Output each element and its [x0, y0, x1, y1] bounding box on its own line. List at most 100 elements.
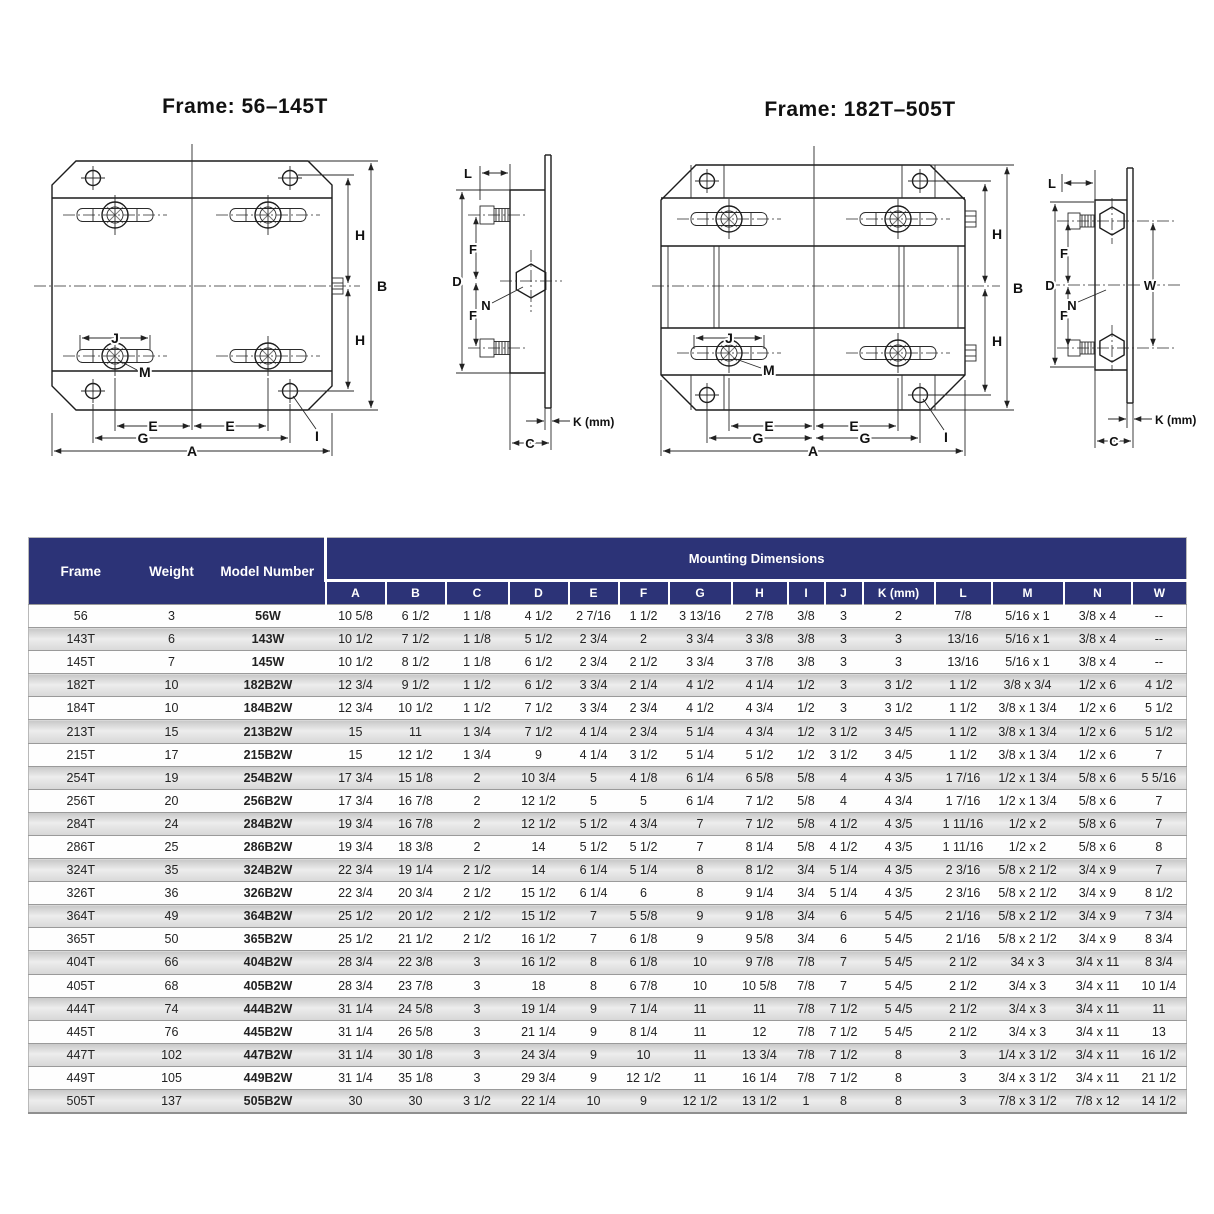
- dim-cell: 7: [1155, 863, 1163, 878]
- dim-cell: 2: [473, 816, 481, 831]
- dim-cell: 8 1/4: [629, 1024, 658, 1039]
- weight-cell: 68: [164, 978, 179, 993]
- dim-cell: 15 1/2: [521, 909, 556, 924]
- dim-cell: 3/8 x 4: [1078, 655, 1117, 670]
- dim-cell: 7/8: [797, 1001, 815, 1016]
- table-row: 445T 76 445B2W 31 1/4 26 5/8 3 21 1/4 9 8 1/4 11 1…: [28, 1020, 1187, 1044]
- dim-cell: 1/2 x 6: [1078, 747, 1117, 762]
- dim-cell: 5/8 x 2 1/2: [998, 886, 1057, 901]
- dim-label-n: N: [481, 298, 490, 313]
- dim-cell: 5 1/2: [1144, 701, 1173, 716]
- dim-cell: 1 1/2: [463, 701, 491, 716]
- dim-cell: 1 1/2: [463, 678, 491, 693]
- dim-cell: 3/4: [797, 909, 815, 924]
- dim-cell: 12 1/2: [626, 1070, 661, 1085]
- dim-cell: 1/2: [797, 701, 815, 716]
- mounting-bolt: [1056, 339, 1176, 357]
- dim-cell: 3 4/5: [884, 724, 913, 739]
- dim-cell: 1/2 x 6: [1078, 724, 1117, 739]
- dim-cell: 7/8: [797, 1070, 815, 1085]
- dim-label-b: B: [1013, 280, 1023, 296]
- dim-cell: 4 1/4: [579, 724, 608, 739]
- frame-cell: 444T: [66, 1001, 96, 1016]
- dim-cell: 22 3/8: [398, 955, 433, 970]
- dim-cell: 10: [636, 1047, 651, 1062]
- dim-cell: 3/4: [797, 932, 815, 947]
- dim-cell: 6 1/2: [524, 655, 553, 670]
- col-header-model: Model Number: [210, 537, 326, 605]
- weight-cell: 24: [164, 816, 179, 831]
- dim-cell: 5 5/8: [629, 909, 658, 924]
- dim-cell: 22 1/4: [521, 1094, 556, 1109]
- dim-cell: --: [1154, 632, 1164, 647]
- dim-cell: 10 5/8: [742, 978, 777, 993]
- dim-label-n: N: [1067, 298, 1076, 313]
- dim-header: I: [786, 580, 825, 605]
- table-row: 404T 66 404B2W 28 3/4 22 3/8 3 16 1/2 8 6 1/8 10 9…: [28, 950, 1187, 974]
- dim-cell: 1 1/2: [949, 747, 977, 762]
- plan-view-56-145t: H B H J M E E G A I: [34, 144, 389, 461]
- dim-cell: 6 1/2: [401, 609, 430, 624]
- model-cell: 284B2W: [243, 816, 293, 831]
- dim-cell: 34 x 3: [1010, 955, 1045, 970]
- dim-cell: 16 7/8: [398, 793, 433, 808]
- dim-cell: 3 4/5: [884, 747, 913, 762]
- dim-cell: 5/8 x 2 1/2: [998, 863, 1057, 878]
- table-row: 365T 50 365B2W 25 1/2 21 1/2 2 1/2 16 1/2 7 6 1/…: [28, 927, 1187, 951]
- dim-cell: 12: [752, 1024, 767, 1039]
- dim-cell: 6 1/8: [629, 932, 658, 947]
- dim-cell: 3/8 x 4: [1078, 632, 1117, 647]
- dim-cell: 19 1/4: [398, 863, 433, 878]
- dim-cell: 13/16: [947, 655, 979, 670]
- weight-cell: 74: [164, 1001, 179, 1016]
- dim-cell: 2 7/8: [745, 609, 774, 624]
- dim-cell: 9 1/8: [745, 909, 774, 924]
- dim-cell: 5 4/5: [884, 909, 913, 924]
- table-row: 215T 17 215B2W 15 12 1/2 1 3/4 9 4 1/4 3 1/2 5 1/…: [28, 743, 1187, 767]
- dim-cell: 1/2 x 1 3/4: [998, 793, 1057, 808]
- dim-cell: 7: [1155, 793, 1163, 808]
- dim-cell: 7: [696, 839, 704, 854]
- frame-cell: 143T: [66, 632, 96, 647]
- dim-cell: 3/4 x 9: [1078, 886, 1117, 901]
- side-view-56-145t: L D F F N K (mm) C: [450, 154, 616, 453]
- dim-cell: 1 11/16: [942, 816, 984, 831]
- dim-cell: 2 1/2: [629, 655, 658, 670]
- dim-cell: 6 1/2: [524, 678, 553, 693]
- dim-cell: 5 4/5: [884, 955, 913, 970]
- dim-cell: --: [1154, 609, 1164, 624]
- dim-header: F: [617, 580, 669, 605]
- dim-cell: 10: [693, 978, 707, 993]
- dim-label-j: J: [111, 330, 119, 346]
- frame-cell: 365T: [66, 932, 96, 947]
- weight-cell: 15: [164, 724, 179, 739]
- weight-cell: 17: [164, 747, 179, 762]
- dim-cell: 3/4: [797, 863, 815, 878]
- dim-label-f-bottom: F: [469, 308, 477, 323]
- group-header-mounting-dimensions: Mounting Dimensions: [323, 537, 1187, 582]
- dim-cell: 3/4 x 11: [1075, 1024, 1120, 1039]
- dim-cell: 10 1/2: [398, 701, 433, 716]
- dim-cell: 15: [348, 724, 363, 739]
- dim-label-g: G: [138, 430, 149, 446]
- dim-cell: 4 3/4: [745, 701, 774, 716]
- dim-cell: 35 1/8: [398, 1070, 433, 1085]
- dim-label-c: C: [525, 436, 535, 451]
- dim-cell: 16 1/2: [521, 932, 556, 947]
- dim-cell: 22 3/4: [338, 863, 373, 878]
- dim-cell: 29 3/4: [521, 1070, 556, 1085]
- model-cell: 405B2W: [243, 978, 293, 993]
- dim-cell: 9 7/8: [745, 955, 774, 970]
- dim-label-h-bottom: H: [992, 333, 1002, 349]
- dim-cell: 1/2 x 2: [1008, 839, 1047, 854]
- dim-cell: 2 1/2: [949, 955, 977, 970]
- dim-cell: 1/2 x 6: [1078, 701, 1117, 716]
- dim-cell: 9: [696, 932, 704, 947]
- frame-cell: 449T: [66, 1070, 96, 1085]
- dim-cell: 12 3/4: [338, 678, 373, 693]
- dim-cell: 12 1/2: [398, 747, 433, 762]
- dim-label-g-right: G: [860, 430, 871, 446]
- dim-cell: 24 3/4: [521, 1047, 556, 1062]
- dim-cell: 7/8 x 3 1/2: [998, 1094, 1057, 1109]
- dim-cell: 4: [840, 770, 847, 785]
